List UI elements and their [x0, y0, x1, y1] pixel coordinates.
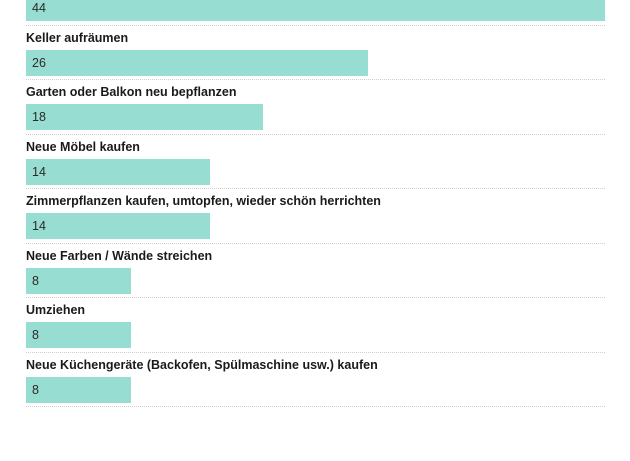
chart-row: Garten oder Balkon neu bepflanzen 18: [0, 79, 630, 134]
category-label: Zimmerpflanzen kaufen, umtopfen, wieder …: [26, 194, 381, 208]
bar: [26, 267, 132, 294]
bar: [26, 213, 211, 239]
chart-row: 44: [0, 0, 630, 25]
chart-row: Neue Farben / Wände streichen 8: [0, 242, 630, 298]
bar-value-label: 8: [32, 382, 39, 397]
bar-value-label: 14: [32, 219, 46, 233]
bar-value-label: 18: [32, 110, 46, 124]
category-label: Neue Möbel kaufen: [26, 139, 140, 154]
chart-row: Neue Möbel kaufen 14: [0, 133, 630, 189]
category-label: Neue Küchengeräte (Backofen, Spülmaschin…: [26, 357, 378, 372]
row-divider: [26, 133, 605, 135]
chart-row: Umziehen 8: [0, 297, 630, 352]
category-label: Garten oder Balkon neu bepflanzen: [26, 85, 237, 99]
row-divider: [26, 406, 605, 407]
chart-row: Keller aufräumen 26: [0, 24, 630, 80]
bar-value-label: 8: [32, 328, 39, 342]
row-divider: [26, 351, 605, 353]
row-divider: [26, 79, 605, 80]
row-divider: [26, 188, 605, 189]
bar: [26, 49, 369, 76]
chart-row: [0, 406, 630, 461]
bar: [26, 104, 263, 130]
category-label: Keller aufräumen: [26, 30, 129, 45]
bar: [26, 158, 211, 185]
category-label: Umziehen: [26, 303, 86, 317]
bar-value-label: 44: [32, 1, 46, 15]
row-divider: [26, 242, 605, 244]
bar: [26, 376, 132, 403]
row-divider: [26, 297, 605, 298]
bar-value-label: 26: [32, 55, 46, 70]
bar-chart: 44 Keller aufräumen 26 Garten oder Balkon n…: [0, 0, 630, 407]
bar-value-label: 8: [32, 273, 39, 288]
bar: [26, 322, 132, 348]
bar-value-label: 14: [32, 164, 46, 179]
chart-row: Zimmerpflanzen kaufen, umtopfen, wieder …: [0, 188, 630, 243]
category-label: Neue Farben / Wände streichen: [26, 248, 213, 263]
chart-row: Neue Küchengeräte (Backofen, Spülmaschin…: [0, 351, 630, 407]
row-divider: [26, 24, 605, 26]
bar: [26, 0, 605, 21]
